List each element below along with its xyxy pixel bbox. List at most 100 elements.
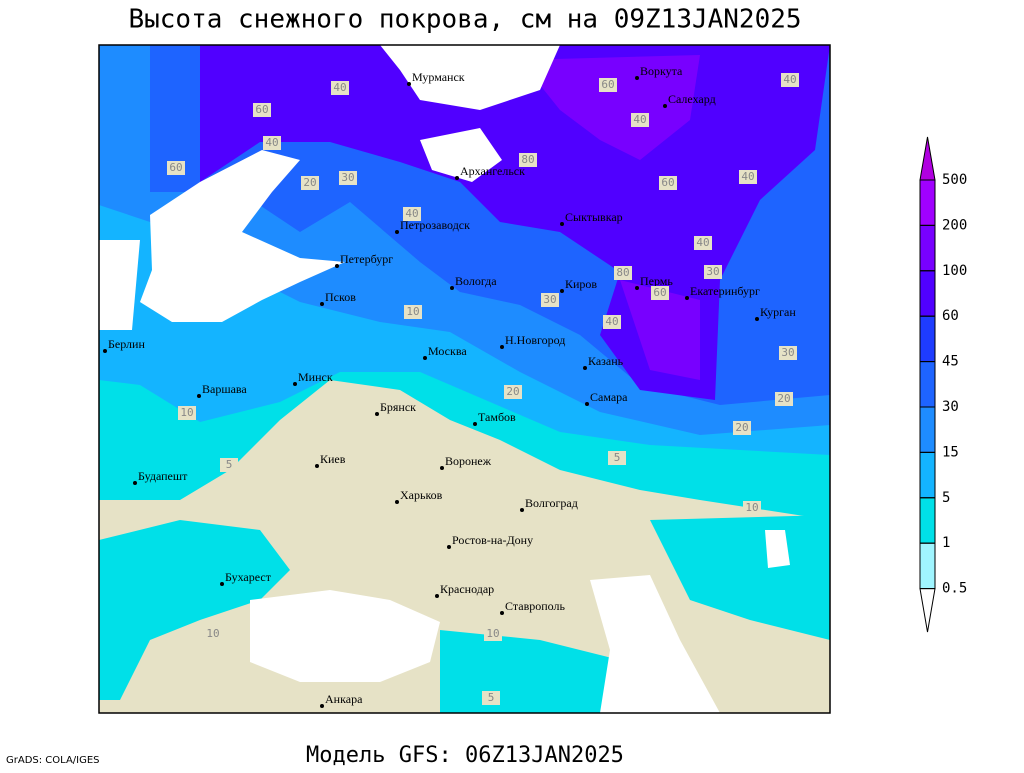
snow-area xyxy=(250,590,440,682)
city-label: Тамбов xyxy=(478,410,516,424)
colorbar-box xyxy=(919,451,936,499)
colorbar-box xyxy=(919,270,936,317)
city-dot xyxy=(395,230,399,234)
city-label: Минск xyxy=(298,370,333,384)
city-label: Воркута xyxy=(640,64,683,78)
contour-label-box xyxy=(599,78,617,92)
colorbar-box xyxy=(919,406,936,453)
contour-label-box xyxy=(781,73,799,87)
contour-label-box xyxy=(775,392,793,406)
contour-label-box xyxy=(614,266,632,280)
contour-label: 30 xyxy=(543,293,556,306)
city-dot xyxy=(447,545,451,549)
contour-label-box xyxy=(743,501,761,515)
contour-label-box xyxy=(204,627,222,641)
city-dot xyxy=(455,176,459,180)
credit: GrADS: COLA/IGES xyxy=(6,755,100,766)
contour-label: 40 xyxy=(696,236,709,249)
contour-label: 30 xyxy=(781,346,794,359)
city-dot xyxy=(103,349,107,353)
title: Высота снежного покрова, см на 09Z13JAN2… xyxy=(128,5,801,35)
city-dot xyxy=(520,508,524,512)
city-dot xyxy=(423,356,427,360)
city-dot xyxy=(500,345,504,349)
city-label: Архангельск xyxy=(460,164,525,178)
city-label: Москва xyxy=(428,344,467,358)
city-label: Салехард xyxy=(668,92,716,106)
contour-label: 80 xyxy=(616,266,629,279)
colorbar-cap xyxy=(919,588,936,633)
map-frame xyxy=(98,44,831,714)
city-dot xyxy=(635,76,639,80)
city-label: Пермь xyxy=(640,274,673,288)
contour-label: 60 xyxy=(169,161,182,174)
city-dot xyxy=(320,704,324,708)
contour-label: 20 xyxy=(303,176,316,189)
city-label: Сыктывкар xyxy=(565,210,623,224)
contour-label: 5 xyxy=(488,691,495,704)
colorbar-box xyxy=(919,224,936,272)
colorbar-label: 45 xyxy=(942,354,959,370)
contour-label: 40 xyxy=(605,315,618,328)
contour-label: 40 xyxy=(333,81,346,94)
contour-label: 10 xyxy=(206,627,219,640)
snow-area xyxy=(380,45,560,110)
contour-label: 60 xyxy=(601,78,614,91)
contour-label-box xyxy=(504,385,522,399)
snow-area xyxy=(590,575,720,713)
city-label: Петербург xyxy=(340,252,393,266)
snow-area xyxy=(620,280,700,380)
contour-label-box xyxy=(631,113,649,127)
city-dot xyxy=(197,394,201,398)
colorbar-label: 60 xyxy=(942,308,959,324)
city-dot xyxy=(293,382,297,386)
contour-label: 40 xyxy=(405,207,418,220)
snow-area xyxy=(420,128,502,182)
contour-label: 10 xyxy=(745,501,758,514)
colorbar-label: 15 xyxy=(942,444,959,460)
city-label: Ростов-на-Дону xyxy=(452,533,533,547)
colorbar-label: 100 xyxy=(942,263,967,279)
city-label: Воронеж xyxy=(445,454,492,468)
colorbar-label: 200 xyxy=(942,217,967,233)
contour-label: 10 xyxy=(180,406,193,419)
colorbar-box xyxy=(919,542,936,590)
contour-label: 60 xyxy=(661,176,674,189)
contour-label-box xyxy=(704,265,722,279)
city-dot xyxy=(320,302,324,306)
snow-area xyxy=(520,55,700,160)
city-dot xyxy=(500,611,504,615)
contour-label: 40 xyxy=(741,170,754,183)
contour-label-box xyxy=(608,451,626,465)
city-dot xyxy=(435,594,439,598)
contour-label-box xyxy=(484,627,502,641)
contour-label-box xyxy=(739,170,757,184)
city-dot xyxy=(315,464,319,468)
contour-label: 80 xyxy=(521,153,534,166)
city-label: Н.Новгород xyxy=(505,333,565,347)
city-label: Вологда xyxy=(455,274,497,288)
contour-label: 5 xyxy=(226,458,233,471)
contour-label: 20 xyxy=(506,385,519,398)
contour-label: 5 xyxy=(614,451,621,464)
city-label: Харьков xyxy=(400,488,443,502)
city-label: Краснодар xyxy=(440,582,494,596)
city-label: Волгоград xyxy=(525,496,578,510)
colorbar-label: 1 xyxy=(942,535,950,551)
colorbar-box xyxy=(919,315,936,363)
city-label: Псков xyxy=(325,290,356,304)
city-dot xyxy=(560,222,564,226)
snow-area xyxy=(99,520,290,700)
city-dot xyxy=(450,286,454,290)
city-dot xyxy=(220,582,224,586)
contour-label-box xyxy=(779,346,797,360)
contour-label-box xyxy=(339,171,357,185)
city-label: Киров xyxy=(565,277,597,291)
colorbar-label: 500 xyxy=(942,172,967,188)
contour-label: 10 xyxy=(406,305,419,318)
city-dot xyxy=(585,402,589,406)
contour-label-box xyxy=(167,161,185,175)
contour-label: 10 xyxy=(486,627,499,640)
city-dot xyxy=(685,296,689,300)
